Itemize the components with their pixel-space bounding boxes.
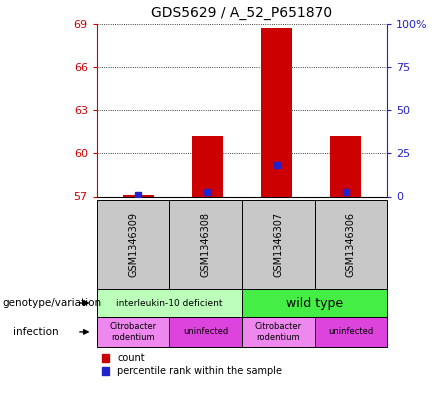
Legend: count, percentile rank within the sample: count, percentile rank within the sample [102,353,282,376]
Text: GSM1346309: GSM1346309 [128,212,138,277]
Bar [261,28,292,196]
Text: GSM1346307: GSM1346307 [273,212,283,277]
Text: GSM1346306: GSM1346306 [346,212,356,277]
Text: Citrobacter
rodentium: Citrobacter rodentium [255,322,302,342]
Bar [192,136,223,196]
Text: uninfected: uninfected [328,327,374,336]
Text: genotype/variation: genotype/variation [2,298,101,308]
Bar [123,195,154,196]
Title: GDS5629 / A_52_P651870: GDS5629 / A_52_P651870 [151,6,333,20]
Text: wild type: wild type [286,296,343,310]
Text: uninfected: uninfected [183,327,228,336]
Text: interleukin-10 deficient: interleukin-10 deficient [116,299,223,307]
Text: Citrobacter
rodentium: Citrobacter rodentium [110,322,157,342]
Text: infection: infection [13,327,59,337]
Text: GSM1346308: GSM1346308 [201,212,211,277]
Bar [330,136,361,196]
